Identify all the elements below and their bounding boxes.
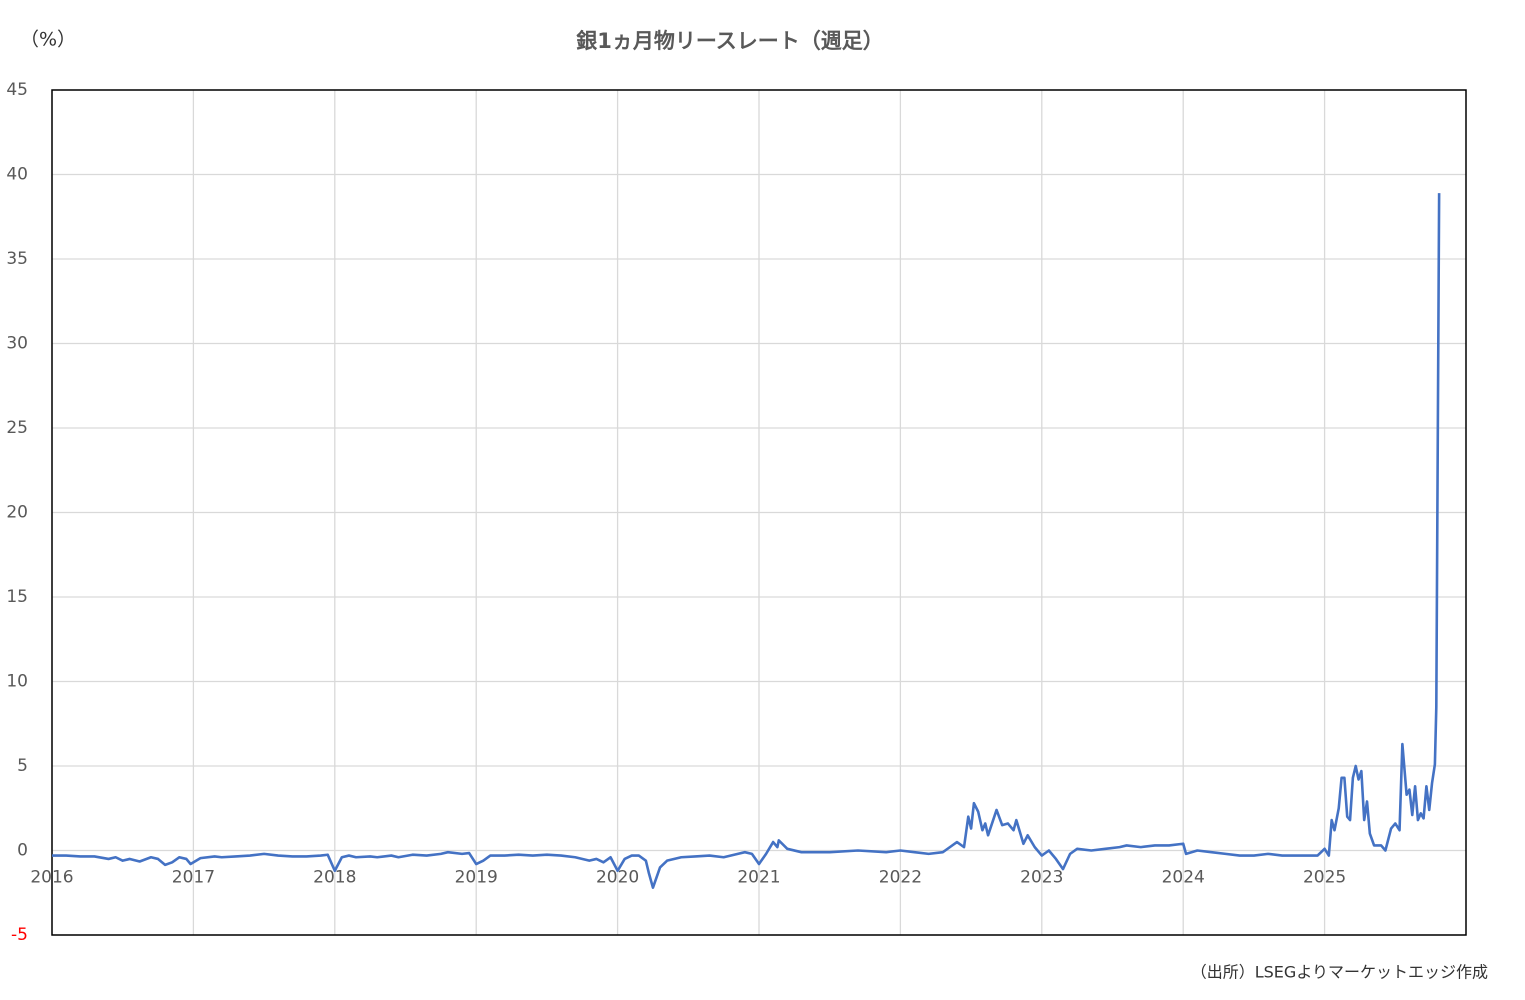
- y-tick-label: 20: [6, 503, 28, 523]
- x-tick-label: 2020: [596, 868, 639, 888]
- plot-frame: [51, 89, 1467, 936]
- y-tick-label: 10: [6, 672, 28, 692]
- x-tick-label: 2016: [30, 868, 73, 888]
- y-tick-label: 5: [17, 756, 28, 776]
- y-tick-label: 25: [6, 418, 28, 438]
- y-tick-label: 45: [6, 80, 28, 100]
- y-unit-label: （%）: [20, 29, 76, 51]
- y-tick-label: 30: [6, 334, 28, 354]
- chart-title: 銀1ヵ月物リースレート（週足）: [576, 29, 884, 53]
- source-note: （出所）LSEGよりマーケットエッジ作成: [1191, 963, 1488, 982]
- x-tick-label: 2018: [313, 868, 356, 888]
- x-tick-label: 2021: [737, 868, 780, 888]
- x-tick-label: 2025: [1303, 868, 1346, 888]
- y-tick-label: -5: [11, 925, 28, 945]
- x-tick-label: 2017: [172, 868, 215, 888]
- y-tick-label: 35: [6, 249, 28, 269]
- x-tick-label: 2023: [1020, 868, 1063, 888]
- x-tick-label: 2024: [1162, 868, 1205, 888]
- y-tick-label: 40: [6, 165, 28, 185]
- x-tick-label: 2019: [455, 868, 498, 888]
- y-tick-label: 0: [17, 841, 28, 861]
- x-tick-label: 2022: [879, 868, 922, 888]
- y-tick-label: 15: [6, 587, 28, 607]
- data-line: [52, 193, 1441, 889]
